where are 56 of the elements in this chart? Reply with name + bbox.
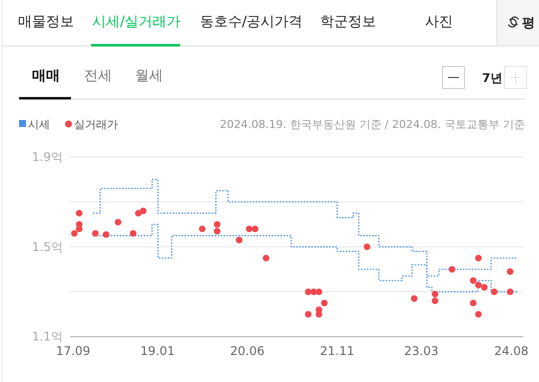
y-tick-label: 1.1억 (32, 330, 63, 344)
point (140, 208, 147, 214)
point (470, 300, 477, 306)
point (252, 226, 258, 232)
point (76, 210, 82, 216)
point (432, 290, 438, 298)
point (310, 288, 318, 296)
text: 시세/실거래가 (92, 14, 181, 30)
point (214, 221, 220, 228)
text: 전세 (84, 68, 112, 84)
point (410, 295, 418, 302)
x-tick-label: 23.03 (404, 344, 439, 358)
text: 평 (522, 16, 535, 31)
x-tick-label: 19.01 (140, 344, 175, 358)
point (432, 297, 438, 304)
point (321, 300, 328, 306)
x-tick-label: 24.08 (494, 344, 529, 358)
text: 월세 (135, 68, 163, 84)
point (475, 254, 482, 262)
point (506, 288, 514, 296)
point (475, 310, 482, 318)
text: 동호수/공시가격 (200, 14, 303, 30)
point (304, 310, 312, 318)
point (481, 284, 488, 291)
point (71, 230, 78, 237)
point (470, 277, 477, 284)
point (198, 226, 206, 232)
point (92, 230, 99, 237)
text: 사진 (425, 14, 453, 30)
x-tick-label: 20.06 (230, 344, 264, 358)
x-tick-label: 17.09 (56, 344, 90, 358)
point (364, 244, 370, 250)
point (304, 288, 312, 296)
point (246, 226, 253, 232)
point (490, 288, 498, 296)
legend-label: 시세 (28, 118, 50, 131)
text: 2024.08.19. 한국부동산원 기준 / 2024.08. 국토교통부 기준 (220, 118, 525, 131)
point (214, 228, 220, 234)
point (506, 268, 514, 275)
point (76, 226, 82, 232)
x-tick-label: 21.11 (320, 344, 354, 358)
point (236, 236, 242, 244)
legend-label: 실거래가 (74, 118, 118, 131)
point (316, 288, 322, 296)
point (262, 254, 270, 262)
point (102, 231, 110, 238)
point (130, 230, 136, 237)
text: 학군정보 (320, 14, 376, 30)
text: 매매 (32, 68, 60, 84)
point (448, 266, 456, 273)
point (114, 218, 122, 226)
y-tick-label: 1.5억 (32, 240, 63, 254)
text: 매물정보 (18, 14, 74, 30)
text: 7년 (482, 71, 502, 85)
y-tick-label: 1.9억 (32, 150, 63, 164)
point (475, 282, 482, 288)
